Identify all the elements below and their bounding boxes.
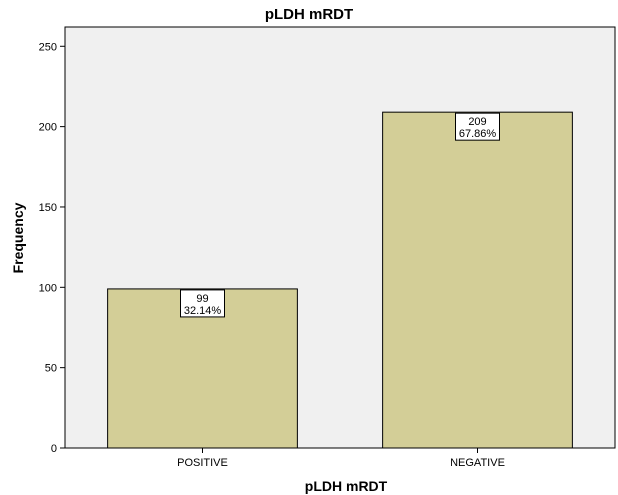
chart-title: pLDH mRDT [265,6,353,23]
data-label-count: 209 [468,116,486,128]
bar-negative [382,111,573,449]
y-axis-title: Frequency [10,202,26,273]
y-tick-label: 200 [39,122,57,134]
x-tick-label: NEGATIVE [450,457,505,469]
x-axis: POSITIVE NEGATIVE [177,448,505,469]
y-axis: 0 50 100 150 200 250 [39,41,65,455]
data-label-percent: 32.14% [184,305,222,317]
y-tick-label: 0 [51,443,57,455]
data-label-count: 99 [196,293,208,305]
x-axis-title: pLDH mRDT [305,478,388,494]
data-label-box [455,112,500,141]
data-label-box [180,289,225,318]
y-tick-label: 50 [45,363,57,375]
y-tick-label: 250 [39,41,57,53]
y-tick-label: 150 [39,202,57,214]
data-label-percent: 67.86% [459,128,497,140]
y-tick-label: 100 [39,282,57,294]
x-tick-label: POSITIVE [177,457,228,469]
